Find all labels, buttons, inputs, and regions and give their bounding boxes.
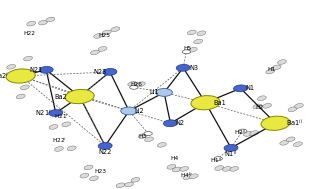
Text: H1$^{ii}$: H1$^{ii}$ (210, 156, 222, 165)
Text: N21: N21 (29, 67, 43, 73)
Text: H5: H5 (183, 46, 191, 51)
Text: Li1: Li1 (149, 89, 159, 95)
Ellipse shape (172, 167, 181, 172)
Text: Ba2: Ba2 (55, 94, 68, 100)
Ellipse shape (94, 34, 103, 38)
Ellipse shape (67, 146, 76, 151)
Ellipse shape (16, 94, 25, 99)
Text: H23: H23 (94, 169, 106, 174)
Ellipse shape (98, 46, 107, 51)
Ellipse shape (278, 60, 286, 64)
Ellipse shape (188, 30, 196, 35)
Text: H2: H2 (255, 105, 264, 110)
Ellipse shape (80, 173, 89, 178)
Ellipse shape (167, 164, 176, 169)
Ellipse shape (157, 143, 166, 147)
Ellipse shape (131, 177, 140, 182)
Text: H1: H1 (267, 67, 276, 72)
Ellipse shape (6, 69, 35, 83)
Ellipse shape (144, 132, 152, 136)
Ellipse shape (39, 66, 53, 73)
Ellipse shape (234, 85, 248, 92)
Text: H4: H4 (171, 156, 179, 161)
Ellipse shape (116, 183, 125, 188)
Text: N1: N1 (246, 85, 254, 91)
Ellipse shape (243, 132, 252, 136)
Text: Ba1: Ba1 (214, 100, 226, 106)
Ellipse shape (49, 125, 58, 129)
Ellipse shape (180, 167, 188, 171)
Ellipse shape (222, 167, 231, 171)
Ellipse shape (294, 103, 303, 108)
Ellipse shape (272, 65, 281, 70)
Text: H22$^i$: H22$^i$ (52, 136, 67, 145)
Ellipse shape (197, 31, 206, 36)
Text: H2$^{ii}$: H2$^{ii}$ (234, 127, 247, 136)
Text: H3: H3 (139, 134, 147, 139)
Ellipse shape (121, 107, 137, 115)
Ellipse shape (55, 147, 63, 151)
Ellipse shape (266, 69, 275, 74)
Ellipse shape (156, 88, 172, 96)
Ellipse shape (288, 107, 297, 112)
Ellipse shape (24, 56, 32, 61)
Text: N1$^{ii}$: N1$^{ii}$ (224, 148, 238, 160)
Ellipse shape (230, 167, 239, 171)
Text: N22: N22 (98, 149, 112, 155)
Ellipse shape (84, 165, 93, 170)
Ellipse shape (46, 17, 55, 22)
Text: Ba2$^i$: Ba2$^i$ (0, 70, 9, 82)
Ellipse shape (62, 122, 71, 127)
Ellipse shape (39, 20, 47, 25)
Ellipse shape (224, 145, 238, 151)
Ellipse shape (27, 21, 36, 26)
Text: H21$^i$: H21$^i$ (54, 112, 69, 121)
Ellipse shape (49, 110, 63, 116)
Ellipse shape (111, 27, 120, 32)
Ellipse shape (214, 157, 222, 160)
Ellipse shape (65, 89, 94, 104)
Ellipse shape (102, 30, 111, 35)
Ellipse shape (98, 143, 112, 149)
Ellipse shape (103, 68, 117, 75)
Text: H22: H22 (23, 31, 35, 36)
Ellipse shape (183, 175, 192, 179)
Ellipse shape (136, 82, 145, 87)
Ellipse shape (189, 174, 198, 179)
Text: H25: H25 (98, 33, 110, 38)
Ellipse shape (191, 96, 220, 110)
Ellipse shape (176, 64, 190, 71)
Text: N3: N3 (189, 65, 198, 71)
Text: N21$^i$: N21$^i$ (35, 107, 52, 119)
Ellipse shape (286, 137, 295, 142)
Ellipse shape (91, 50, 99, 55)
Ellipse shape (128, 81, 137, 86)
Ellipse shape (7, 64, 16, 69)
Ellipse shape (138, 134, 147, 138)
Ellipse shape (163, 120, 177, 127)
Ellipse shape (20, 85, 29, 90)
Ellipse shape (188, 47, 197, 52)
Ellipse shape (261, 116, 290, 130)
Text: N2: N2 (176, 120, 185, 126)
Ellipse shape (215, 166, 224, 170)
Ellipse shape (194, 39, 202, 44)
Text: Li2: Li2 (134, 108, 144, 114)
Ellipse shape (250, 131, 259, 136)
Ellipse shape (182, 50, 190, 54)
Ellipse shape (263, 103, 271, 108)
Ellipse shape (124, 182, 134, 187)
Ellipse shape (239, 129, 247, 133)
Text: H26: H26 (130, 82, 142, 87)
Ellipse shape (257, 96, 266, 101)
Ellipse shape (293, 142, 302, 146)
Ellipse shape (253, 104, 262, 109)
Ellipse shape (145, 137, 153, 142)
Text: Ba1$^{ii}$: Ba1$^{ii}$ (286, 118, 304, 129)
Ellipse shape (130, 85, 138, 89)
Text: H4$^b$: H4$^b$ (180, 170, 193, 180)
Ellipse shape (280, 140, 289, 145)
Text: N23: N23 (93, 69, 106, 75)
Ellipse shape (90, 176, 98, 181)
